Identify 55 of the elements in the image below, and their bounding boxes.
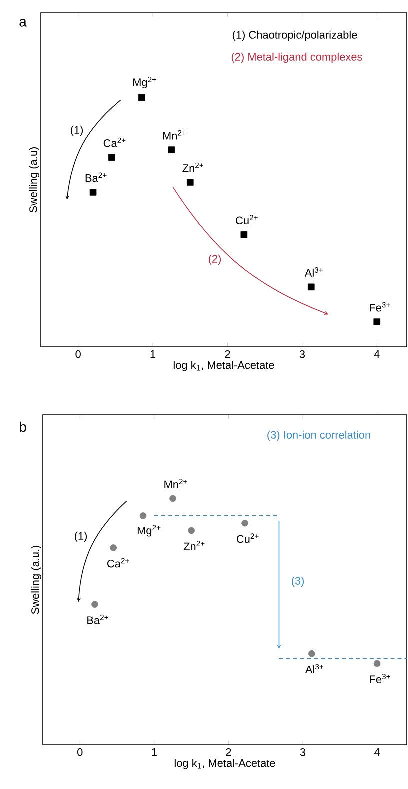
y-axis-title: Swelling (a.u)	[29, 148, 40, 213]
x-tick-label: 4	[374, 350, 380, 358]
x-tick-label: 3	[300, 748, 306, 756]
y-axis-title: Swelling (a.u.)	[31, 546, 42, 614]
annotation: (3)	[292, 576, 304, 588]
annotation: Al$^{3+}$	[305, 664, 324, 674]
x-tick-label: 1	[152, 748, 157, 756]
point	[374, 660, 381, 668]
point	[92, 601, 98, 608]
x-tick-label: 0	[78, 748, 83, 756]
point	[186, 179, 194, 186]
annotation: (1)	[70, 126, 84, 136]
annotation: Cu$^{2+}$	[236, 534, 259, 544]
point	[308, 284, 315, 291]
point	[140, 512, 147, 520]
annotation: Fe$^{3+}$	[370, 674, 390, 684]
point	[242, 520, 248, 527]
annotation: (1)	[74, 532, 88, 542]
annotation: Mg$^{2+}$	[138, 525, 161, 537]
annotation: Ba$^{2+}$	[88, 614, 108, 624]
point	[374, 318, 381, 326]
x-tick-label: 3	[300, 350, 305, 358]
annotation: Ca$^{2+}$	[104, 138, 126, 148]
point	[108, 154, 116, 161]
point	[168, 146, 176, 154]
annotation: Zn$^{2+}$	[182, 162, 204, 172]
x-tick-label: 4	[374, 748, 380, 756]
text: a	[20, 19, 27, 27]
text: (1) Chaotropic/polarizable	[232, 30, 358, 42]
text: (2) Metal-ligand complexes	[232, 52, 362, 64]
annotation: (2)	[208, 254, 222, 266]
annotation: Al$^{3+}$	[304, 268, 324, 277]
annotation: Fe$^{3+}$	[370, 302, 390, 312]
x-axis-title: log k$_{1}$, Metal-Acetate	[174, 361, 274, 372]
annotation: Mg$^{2+}$	[134, 76, 156, 89]
x-tick-label: 0	[76, 350, 81, 358]
point	[308, 650, 316, 658]
text: b	[20, 422, 26, 432]
x-axis-title: log k$_{1}$, Metal-Acetate	[174, 759, 276, 770]
annotation: Ca$^{2+}$	[108, 558, 130, 568]
point	[110, 544, 117, 552]
point	[240, 231, 248, 238]
annotation: Ba$^{2+}$	[86, 172, 107, 182]
x-tick-label: 2	[226, 748, 232, 756]
text: (3) Ion-ion correlation	[268, 430, 370, 442]
point	[90, 189, 97, 196]
point	[170, 495, 176, 502]
x-tick-label: 1	[150, 350, 156, 358]
annotation: Zn$^{2+}$	[184, 541, 205, 550]
x-tick-label: 2	[225, 350, 230, 358]
point	[138, 94, 146, 102]
annotation: Mn$^{2+}$	[164, 479, 188, 488]
annotation: Mn$^{2+}$	[163, 130, 186, 140]
annotation: Cu$^{2+}$	[236, 215, 258, 225]
point	[188, 527, 195, 534]
